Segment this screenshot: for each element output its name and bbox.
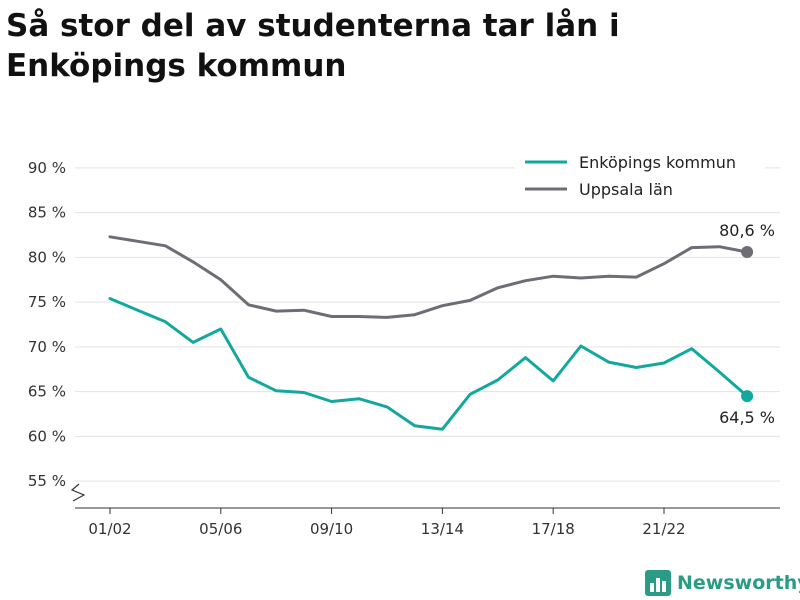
series-lines	[108, 235, 749, 431]
axis-break-icon	[70, 483, 86, 502]
y-tick-label: 60 %	[28, 427, 66, 445]
x-axis: 01/02 05/06 09/10 13/14 17/18 21/22	[70, 483, 780, 538]
x-tick-label: 13/14	[421, 520, 464, 538]
series-endpoint	[741, 390, 754, 403]
end-value-label: 64,5 %	[719, 408, 775, 427]
series-line-enkopings-kommun	[108, 297, 749, 431]
x-tick-label: 21/22	[642, 520, 685, 538]
y-tick-label: 65 %	[28, 383, 66, 401]
gridlines	[75, 167, 780, 482]
bar-chart-logo-icon	[645, 570, 671, 596]
end-value-label: 80,6 %	[719, 221, 775, 240]
series-line-uppsala-lan	[108, 235, 749, 319]
legend-label: Uppsala län	[579, 180, 673, 199]
legend: Enköpings kommun Uppsala län	[515, 147, 765, 205]
brand-name: Newsworthy	[677, 572, 800, 594]
series-endpoint	[741, 246, 754, 259]
x-tick-label: 09/10	[310, 520, 353, 538]
legend-background	[515, 147, 765, 205]
y-tick-label: 55 %	[28, 472, 66, 490]
y-tick-label: 75 %	[28, 293, 66, 311]
legend-label: Enköpings kommun	[579, 153, 736, 172]
y-tick-label: 70 %	[28, 338, 66, 356]
y-tick-label: 90 %	[28, 159, 66, 177]
page-title: Så stor del av studenterna tar lån i Enk…	[6, 8, 620, 84]
x-tick-label: 01/02	[88, 520, 131, 538]
brand-logo: Newsworthy	[645, 568, 800, 598]
x-tick-label: 17/18	[532, 520, 575, 538]
y-axis-ticks: 55 % 60 % 65 % 70 % 75 % 80 % 85 % 90 %	[28, 159, 66, 490]
x-tick-label: 05/06	[199, 520, 242, 538]
y-tick-label: 85 %	[28, 204, 66, 222]
y-tick-label: 80 %	[28, 248, 66, 266]
series-endpoints: 80,6 % 64,5 %	[719, 221, 775, 427]
